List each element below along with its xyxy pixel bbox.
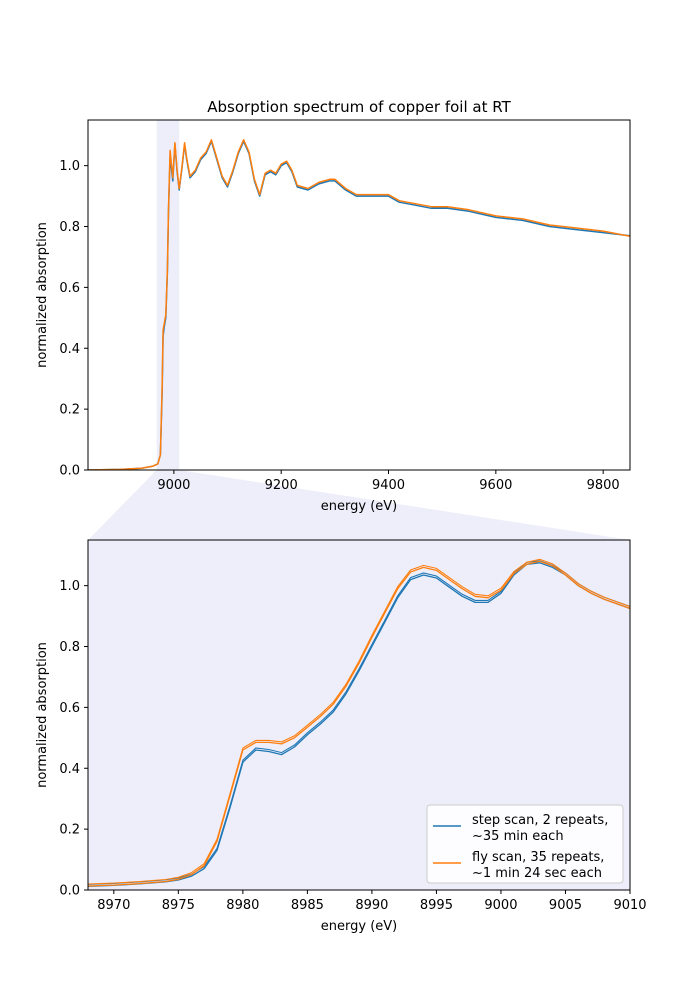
zoom-axes-frame [87, 539, 631, 891]
legend-label-step-scan-line2: ~35 min each [472, 829, 564, 844]
legend-box [426, 804, 624, 884]
x-tick-label: 8980 [226, 898, 259, 913]
y-tick-label: 0.2 [59, 823, 80, 838]
zoom-region-highlight [156, 120, 180, 470]
overview-y-axis-label: normalized absorption [35, 222, 50, 368]
zoom-y-axis-label: normalized absorption [35, 642, 50, 788]
overview-x-ticks: 9000 9200 9400 9600 9800 [157, 470, 620, 493]
x-tick-label: 8975 [162, 898, 195, 913]
y-tick-label: 0.4 [59, 762, 80, 777]
zoom-series-group [88, 558, 630, 887]
x-tick-label: 9800 [587, 478, 620, 493]
y-tick-label: 1.0 [59, 579, 80, 594]
overview-chart: 9000 9200 9400 9600 9800 0.00.20.40.60.81.0 … [35, 98, 631, 514]
x-tick-label: 8985 [291, 898, 324, 913]
zoom-chart: 8970 8975 8980 8985 8990 8995 9000 9005 9010 0.0… [35, 539, 647, 934]
overview-y-ticks: 0.0 0.2 0.4 0.6 0.8 1.0 [59, 159, 88, 479]
legend: step scan, 2 repeats, ~35 min each fly s… [426, 804, 624, 884]
zoom-connector [88, 470, 630, 540]
y-tick-label: 0.2 [59, 403, 80, 418]
x-tick-label: 9000 [484, 898, 517, 913]
y-tick-label: 0.0 [59, 884, 80, 899]
zoom-x-ticks: 8970 8975 8980 8985 8990 8995 9000 9005 9010 [97, 890, 647, 913]
x-tick-label: 9000 [157, 478, 190, 493]
series-line-step-scan [88, 562, 630, 887]
legend-label-fly-scan-line2: ~1 min 24 sec each [472, 866, 602, 881]
zoom-y-ticks: 0.0 0.2 0.4 0.6 0.8 1.0 [59, 579, 88, 899]
y-tick-label: 0.8 [59, 220, 80, 235]
series-line-fly-scan-repeat [88, 558, 630, 885]
overview-series-group [88, 139, 630, 470]
y-tick-label: 0.6 [59, 281, 80, 296]
series-line-fly-scan [88, 139, 630, 470]
x-tick-label: 9600 [479, 478, 512, 493]
x-tick-label: 9005 [549, 898, 582, 913]
y-tick-label: 0.4 [59, 342, 80, 357]
x-tick-label: 8990 [355, 898, 388, 913]
x-tick-label: 8995 [420, 898, 453, 913]
y-tick-label: 0.0 [59, 464, 80, 479]
zoom-x-axis-label: energy (eV) [321, 919, 397, 934]
overview-axes-frame [87, 119, 631, 471]
y-tick-label: 0.8 [59, 640, 80, 655]
x-tick-label: 9400 [372, 478, 405, 493]
series-line-fly-scan [88, 560, 630, 887]
overview-x-axis-label: energy (eV) [321, 499, 397, 514]
y-tick-label: 0.6 [59, 701, 80, 716]
legend-label-fly-scan-line1: fly scan, 35 repeats, [472, 850, 604, 865]
x-tick-label: 9200 [265, 478, 298, 493]
x-tick-label: 9010 [613, 898, 646, 913]
chart-title: Absorption spectrum of copper foil at RT [207, 98, 511, 116]
x-tick-label: 8970 [97, 898, 130, 913]
legend-label-step-scan-line1: step scan, 2 repeats, [472, 813, 608, 828]
y-tick-label: 1.0 [59, 159, 80, 174]
